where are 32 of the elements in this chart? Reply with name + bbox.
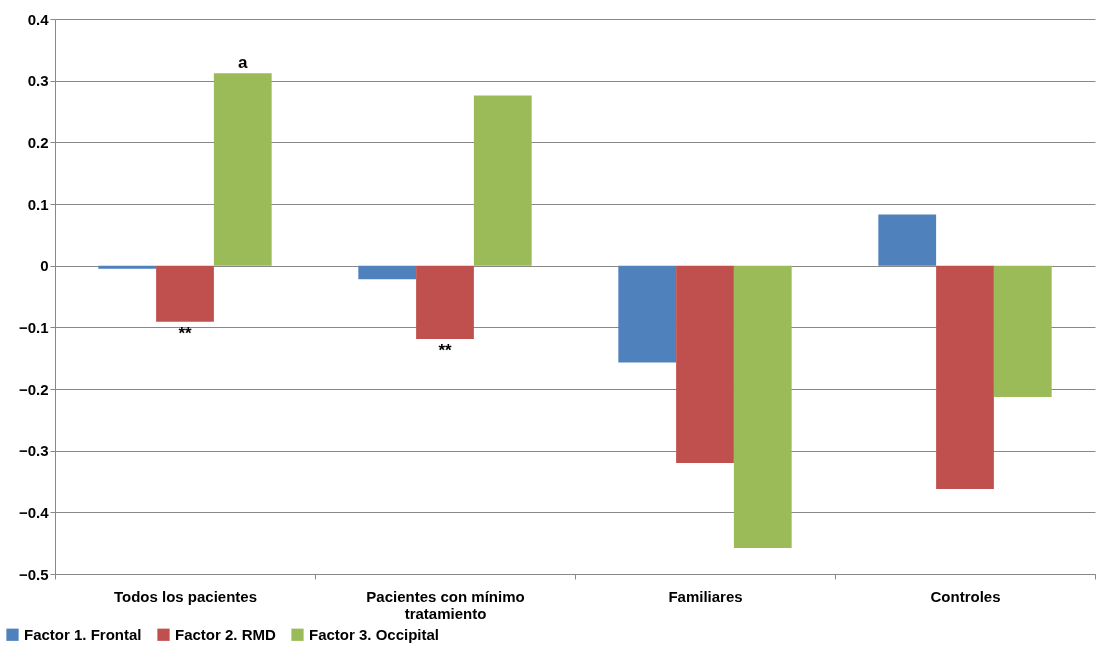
bar (98, 265, 157, 269)
annotation: a (238, 53, 249, 73)
y-tick-label: 0.4 (27, 10, 50, 28)
y-tick-label: −0.1 (18, 318, 49, 336)
y-tick-label: −0.5 (18, 565, 49, 583)
annotation: ** (438, 341, 452, 361)
y-tick-label: 0.3 (27, 72, 49, 90)
legend-label: Factor 2. RMD (175, 625, 277, 643)
x-tick-label: Controles (930, 587, 1001, 605)
y-tick-label: −0.3 (18, 442, 49, 460)
x-tick-label: Todos los pacientes (113, 587, 258, 605)
bar (416, 265, 474, 340)
bar (733, 265, 792, 549)
x-tick-label: Pacientes con mínimo tratamiento (366, 587, 525, 622)
bar (676, 265, 734, 463)
y-tick-label: 0 (40, 257, 49, 275)
y-tick-label: 0.2 (27, 133, 49, 151)
y-tick-label: −0.4 (18, 503, 50, 521)
bar (156, 265, 214, 322)
y-tick-label: −0.2 (18, 380, 49, 398)
bar (473, 95, 532, 266)
bar (358, 265, 417, 280)
y-tick-label: 0.1 (27, 195, 49, 213)
bar (936, 265, 994, 489)
bar (993, 265, 1052, 398)
annotation: ** (178, 323, 192, 343)
x-tick-label: Familiares (668, 587, 743, 605)
bar (618, 265, 677, 363)
legend-label: Factor 1. Frontal (24, 625, 142, 643)
bar (213, 73, 272, 266)
bar (878, 214, 937, 266)
legend-label: Factor 3. Occipital (309, 625, 440, 643)
